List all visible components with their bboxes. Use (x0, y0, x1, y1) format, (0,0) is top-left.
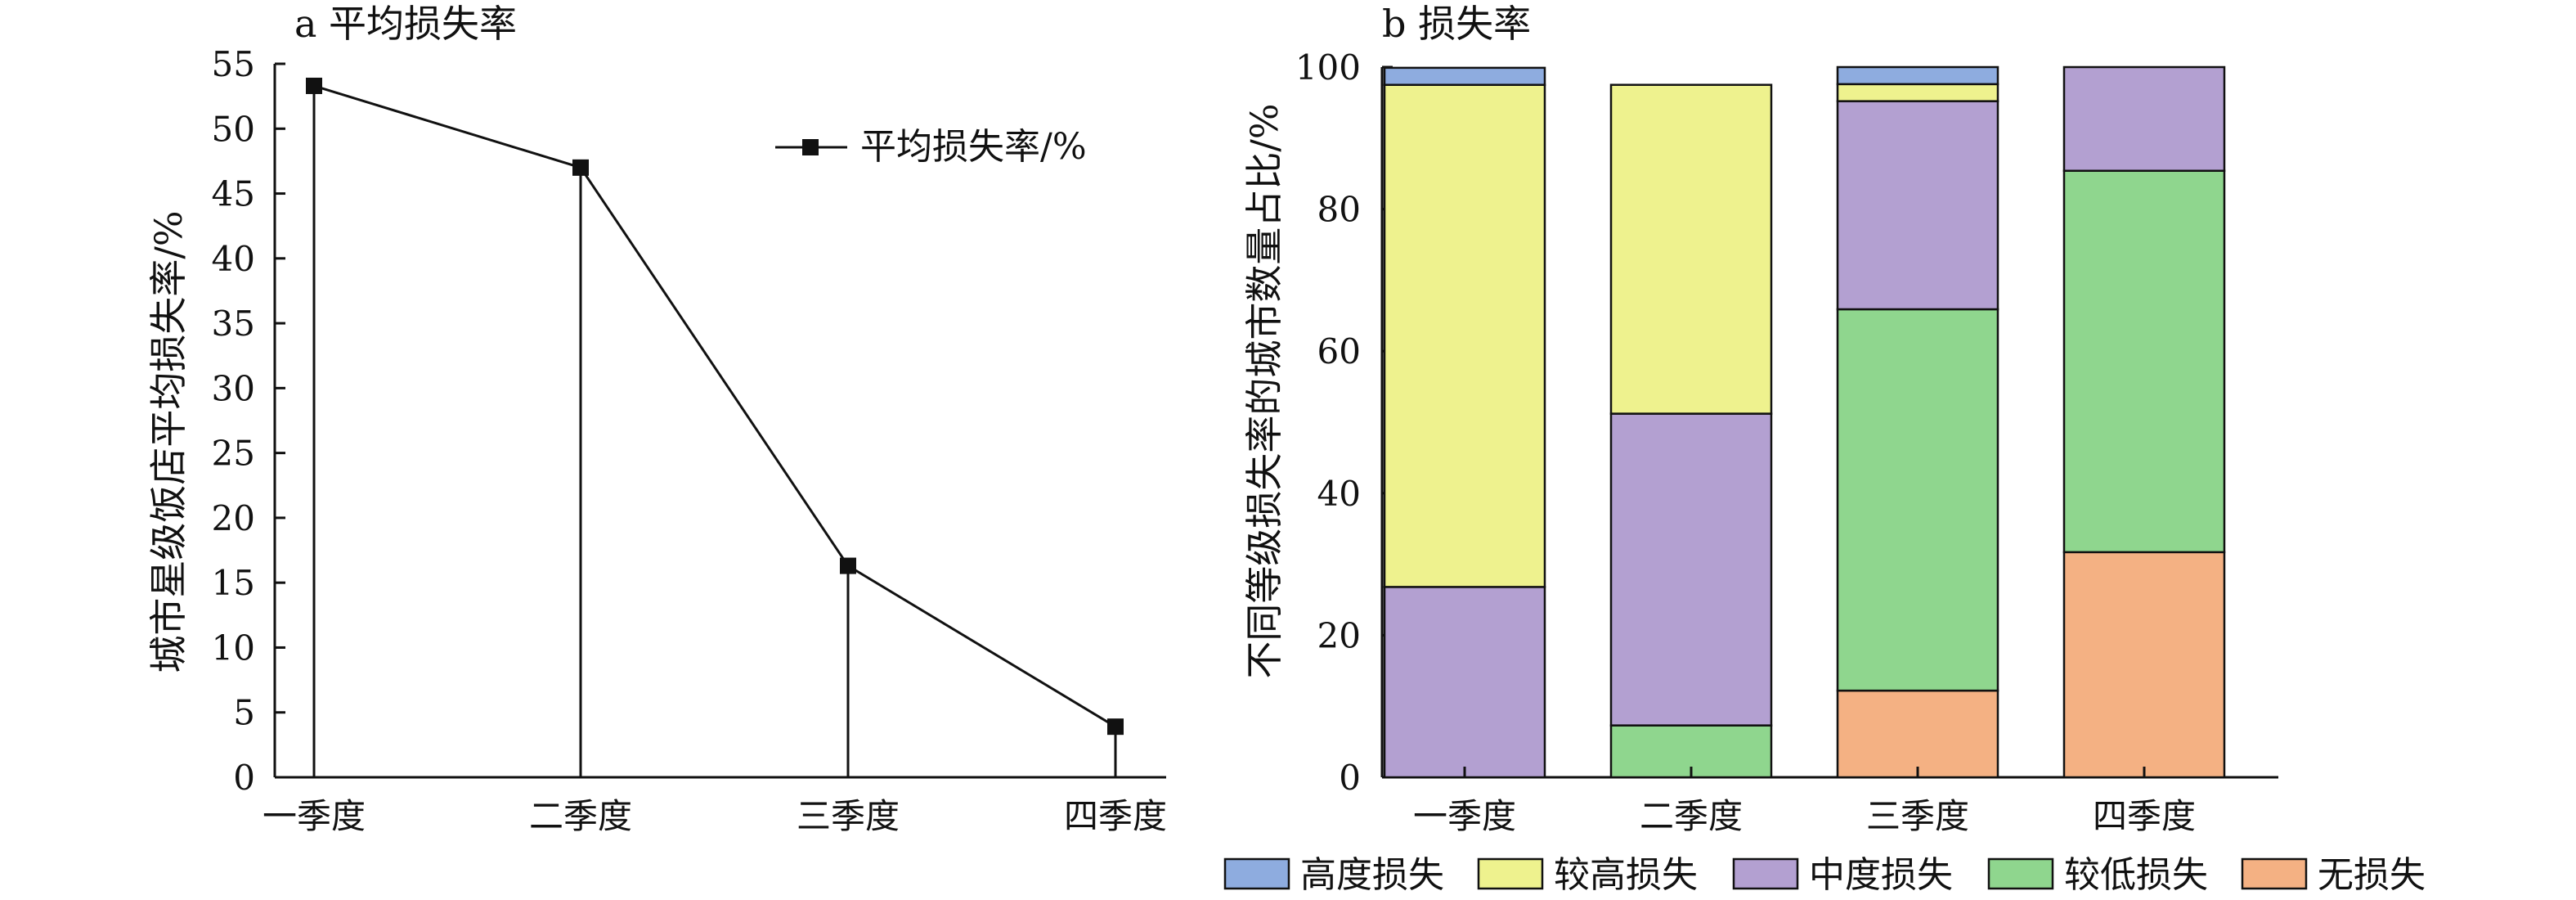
bar-segment (1836, 308, 1999, 692)
y-tick-label: 100 (1295, 47, 1361, 88)
data-point-marker (1107, 718, 1124, 736)
legend-swatch (1223, 857, 1290, 890)
bar-segment (1383, 83, 1546, 588)
y-tick-label: 40 (212, 239, 255, 279)
y-tick-label: 45 (212, 174, 255, 214)
legend-label: 中度损失 (1809, 854, 1953, 896)
panel-b-y-axis-title: 不同等级损失率的城市数量占比/% (1242, 103, 1286, 678)
legend-label: 较高损失 (1554, 854, 1698, 896)
bar-segment (1836, 83, 1999, 102)
panel-a-y-axis-title: 城市星级饭店平均损失率/% (146, 210, 191, 673)
panel-a-drop-lines (312, 85, 1117, 777)
y-tick-label: 10 (212, 628, 255, 668)
x-tick-label: 三季度 (1866, 796, 1969, 836)
y-tick-label: 50 (212, 109, 255, 149)
panel-b-y-ticks: 0 20 40 60 80 100 (1295, 47, 1393, 798)
y-tick-label: 30 (212, 368, 255, 408)
y-tick-label: 80 (1317, 190, 1361, 230)
y-tick-label: 15 (212, 563, 255, 603)
bar-segment (2062, 169, 2226, 554)
panel-a-series (306, 77, 1124, 736)
line-chart-panel: a 平均损失率 城市星级饭店平均损失率/% 0 5 10 15 20 25 30 35 40 45… (146, 2, 1167, 836)
data-point-marker (572, 159, 589, 176)
legend-series-label: 平均损失率/% (860, 126, 1087, 168)
panel-b-x-ticks: 一季度 二季度 三季度 四季度 (1413, 767, 2196, 836)
series-line (313, 84, 1116, 728)
data-point-marker (840, 557, 856, 574)
bar-segment (2062, 65, 2226, 172)
legend-label: 无损失 (2318, 854, 2426, 896)
y-tick-label: 5 (233, 693, 255, 733)
stacked-bar-chart-panel: b 损失率 不同等级损失率的城市数量占比/% 0 20 40 60 80 100 一季度 二… (1223, 2, 2426, 896)
y-tick-label: 20 (212, 498, 255, 538)
legend-label: 高度损失 (1300, 854, 1444, 896)
y-tick-label: 35 (212, 304, 255, 344)
legend-swatch (1477, 857, 1544, 890)
y-tick-label: 60 (1317, 331, 1361, 371)
x-tick-label: 三季度 (797, 796, 900, 836)
x-tick-label: 二季度 (1640, 796, 1743, 836)
y-tick-label: 55 (212, 44, 255, 84)
bar-segment (1836, 689, 1999, 779)
x-tick-label: 四季度 (2093, 796, 2196, 836)
y-tick-label: 0 (233, 758, 255, 798)
panel-b-title: b 损失率 (1382, 2, 1531, 46)
bar-segment (1383, 586, 1546, 779)
panel-a-x-ticks: 一季度 二季度 三季度 四季度 (263, 767, 1167, 836)
legend-label: 较低损失 (2064, 854, 2208, 896)
bar-segment (1836, 65, 1999, 86)
bar-segment (1836, 100, 1999, 311)
bar-segment (2062, 551, 2226, 779)
y-tick-label: 20 (1317, 615, 1361, 655)
bar-segment (1609, 83, 1773, 415)
y-tick-label: 40 (1317, 474, 1361, 514)
bar-segment (1609, 412, 1773, 727)
legend-swatch (1732, 857, 1799, 890)
bar-segment (1383, 66, 1546, 86)
x-tick-label: 二季度 (529, 796, 632, 836)
panel-b-bars (1383, 65, 2226, 779)
y-tick-label: 0 (1339, 758, 1361, 798)
x-tick-label: 四季度 (1064, 796, 1167, 836)
panel-a-legend: 平均损失率/% (775, 126, 1087, 168)
x-tick-label: 一季度 (263, 796, 366, 836)
legend-swatch (1987, 857, 2054, 890)
panel-a-y-ticks: 0 5 10 15 20 25 30 35 40 45 50 55 (212, 44, 285, 798)
legend-square-marker (802, 139, 819, 155)
panel-b-legend: 高度损失 较高损失 中度损失 较低损失 无损失 (1223, 854, 2426, 896)
x-tick-label: 一季度 (1413, 796, 1516, 836)
y-tick-label: 25 (212, 434, 255, 474)
panel-a-title: a 平均损失率 (294, 2, 517, 46)
legend-swatch (2241, 857, 2308, 890)
data-point-marker (306, 77, 322, 94)
